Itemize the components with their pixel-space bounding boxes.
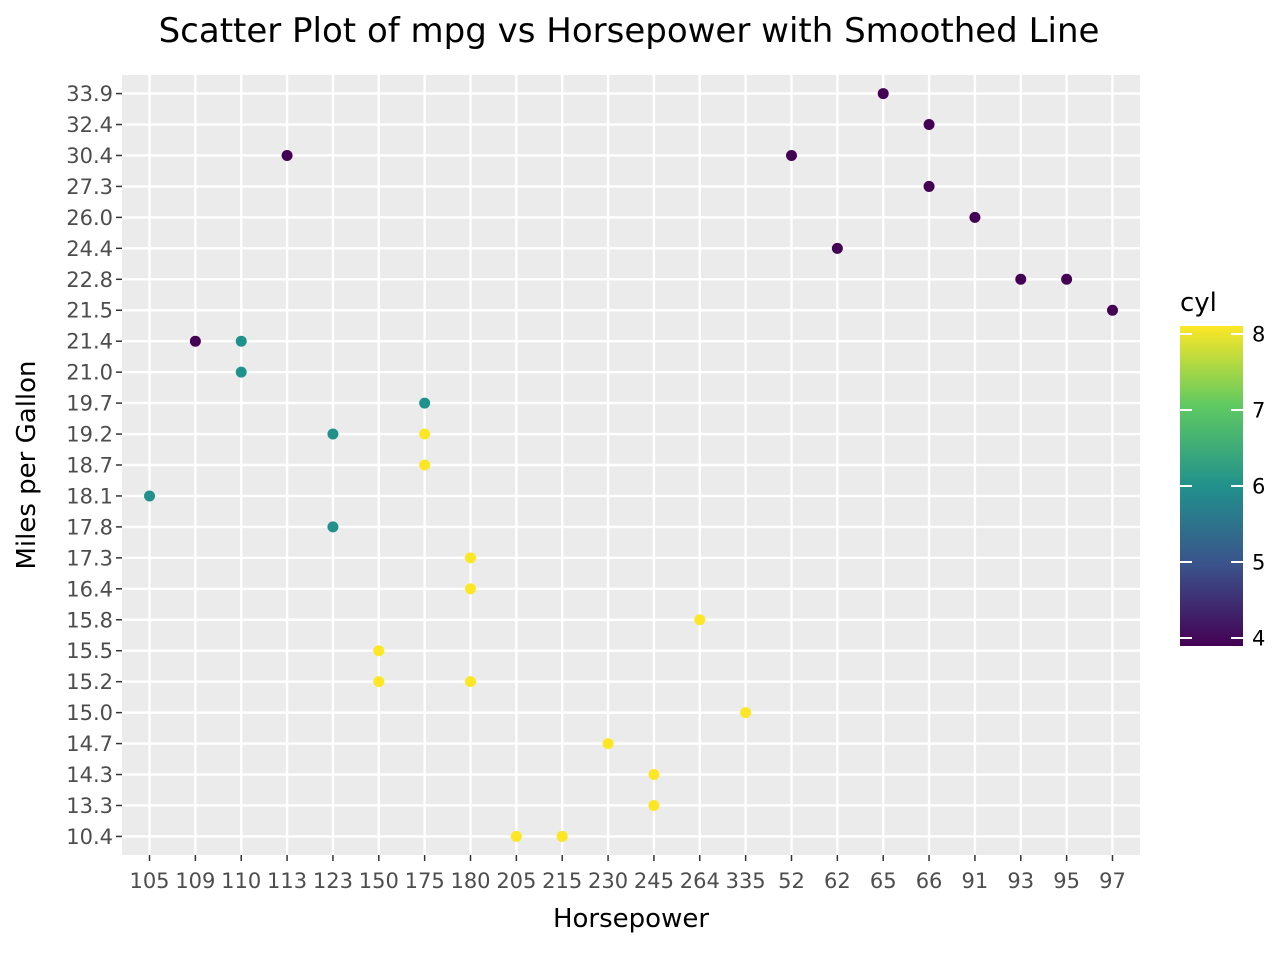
data-point — [373, 645, 385, 657]
data-point — [1106, 304, 1118, 316]
data-point — [235, 335, 247, 347]
data-point — [465, 676, 477, 688]
y-tick-label: 26.0 — [66, 206, 113, 230]
x-axis-title: Horsepower — [553, 904, 709, 934]
x-tick-label: 335 — [726, 869, 766, 893]
y-tick-label: 17.3 — [66, 546, 113, 570]
data-point — [465, 552, 477, 564]
x-tick-label: 205 — [496, 869, 536, 893]
data-point — [327, 428, 339, 440]
x-tick-label: 175 — [405, 869, 445, 893]
x-tick-label: 150 — [359, 869, 399, 893]
data-point — [144, 490, 156, 502]
legend-ticks: 4 5 6 7 8 — [1180, 323, 1265, 651]
y-axis-title: Miles per Gallon — [12, 360, 42, 569]
x-tick-label: 264 — [680, 869, 720, 893]
legend-tick-label: 8 — [1252, 323, 1265, 347]
data-point — [1015, 273, 1027, 285]
y-tick-label: 32.4 — [66, 113, 113, 137]
data-point — [189, 335, 201, 347]
y-tick-label: 19.7 — [66, 392, 113, 416]
data-point — [465, 583, 477, 595]
x-tick-label: 52 — [778, 869, 805, 893]
y-tick-label: 15.8 — [66, 608, 113, 632]
legend-title: cyl — [1180, 288, 1217, 318]
data-point — [373, 676, 385, 688]
x-tick-label: 123 — [313, 869, 353, 893]
y-tick-label: 10.4 — [66, 825, 113, 849]
x-tick-label: 113 — [267, 869, 307, 893]
data-point — [740, 707, 752, 719]
x-tick-label: 110 — [221, 869, 261, 893]
y-tick-label: 16.4 — [66, 577, 113, 601]
y-tick-label: 15.0 — [66, 701, 113, 725]
data-points — [144, 88, 1118, 842]
y-tick-label: 14.3 — [66, 763, 113, 787]
x-tick-label: 109 — [175, 869, 215, 893]
data-point — [877, 88, 889, 100]
data-point — [419, 397, 431, 409]
data-point — [281, 149, 293, 161]
y-tick-label: 21.0 — [66, 361, 113, 385]
y-tick-label: 27.3 — [66, 175, 113, 199]
y-tick-label: 17.8 — [66, 515, 113, 539]
y-tick-label: 13.3 — [66, 794, 113, 818]
data-point — [556, 830, 568, 842]
y-tick-label: 19.2 — [66, 423, 113, 447]
data-point — [923, 119, 935, 131]
y-tick-label: 24.4 — [66, 237, 113, 261]
color-legend: cyl 4 5 6 7 8 — [1180, 288, 1265, 651]
x-tick-label: 62 — [824, 869, 851, 893]
x-tick-label: 65 — [870, 869, 897, 893]
y-tick-label: 22.8 — [66, 268, 113, 292]
y-tick-label: 21.4 — [66, 330, 113, 354]
legend-tick-label: 4 — [1252, 627, 1265, 651]
y-tick-label: 21.5 — [66, 299, 113, 323]
data-point — [923, 180, 935, 192]
y-tick-label: 30.4 — [66, 144, 113, 168]
y-tick-label: 14.7 — [66, 732, 113, 756]
grid-lines — [122, 75, 1140, 855]
data-point — [969, 211, 981, 223]
data-point — [235, 366, 247, 378]
data-point — [419, 428, 431, 440]
x-tick-label: 97 — [1099, 869, 1126, 893]
x-tick-label: 230 — [588, 869, 628, 893]
y-tick-label: 15.2 — [66, 670, 113, 694]
data-point — [419, 459, 431, 471]
data-point — [1061, 273, 1073, 285]
legend-tick-label: 5 — [1252, 551, 1265, 575]
data-point — [510, 830, 522, 842]
data-point — [694, 614, 706, 626]
y-axis: 10.4 13.3 14.3 14.7 15.0 15.2 15.5 15.8 16.4 17.3… — [66, 82, 122, 849]
legend-tick-label: 6 — [1252, 475, 1265, 499]
data-point — [785, 149, 797, 161]
x-tick-label: 245 — [634, 869, 674, 893]
data-point — [327, 521, 339, 533]
x-tick-label: 215 — [542, 869, 582, 893]
x-tick-label: 93 — [1007, 869, 1034, 893]
x-tick-label: 91 — [962, 869, 989, 893]
x-tick-label: 95 — [1053, 869, 1080, 893]
x-tick-label: 105 — [129, 869, 169, 893]
y-tick-label: 18.1 — [66, 484, 113, 508]
x-axis: 105 109 110 113 123 150 175 180 205 215 230 245 264 3… — [129, 855, 1126, 893]
data-point — [648, 769, 660, 781]
chart-title: Scatter Plot of mpg vs Horsepower with S… — [159, 11, 1100, 51]
legend-tick-label: 7 — [1252, 399, 1265, 423]
data-point — [602, 738, 614, 750]
y-tick-label: 33.9 — [66, 82, 113, 106]
y-tick-label: 18.7 — [66, 454, 113, 478]
data-point — [648, 799, 660, 811]
data-point — [831, 242, 843, 254]
x-tick-label: 66 — [916, 869, 943, 893]
x-tick-label: 180 — [450, 869, 490, 893]
y-tick-label: 15.5 — [66, 639, 113, 663]
